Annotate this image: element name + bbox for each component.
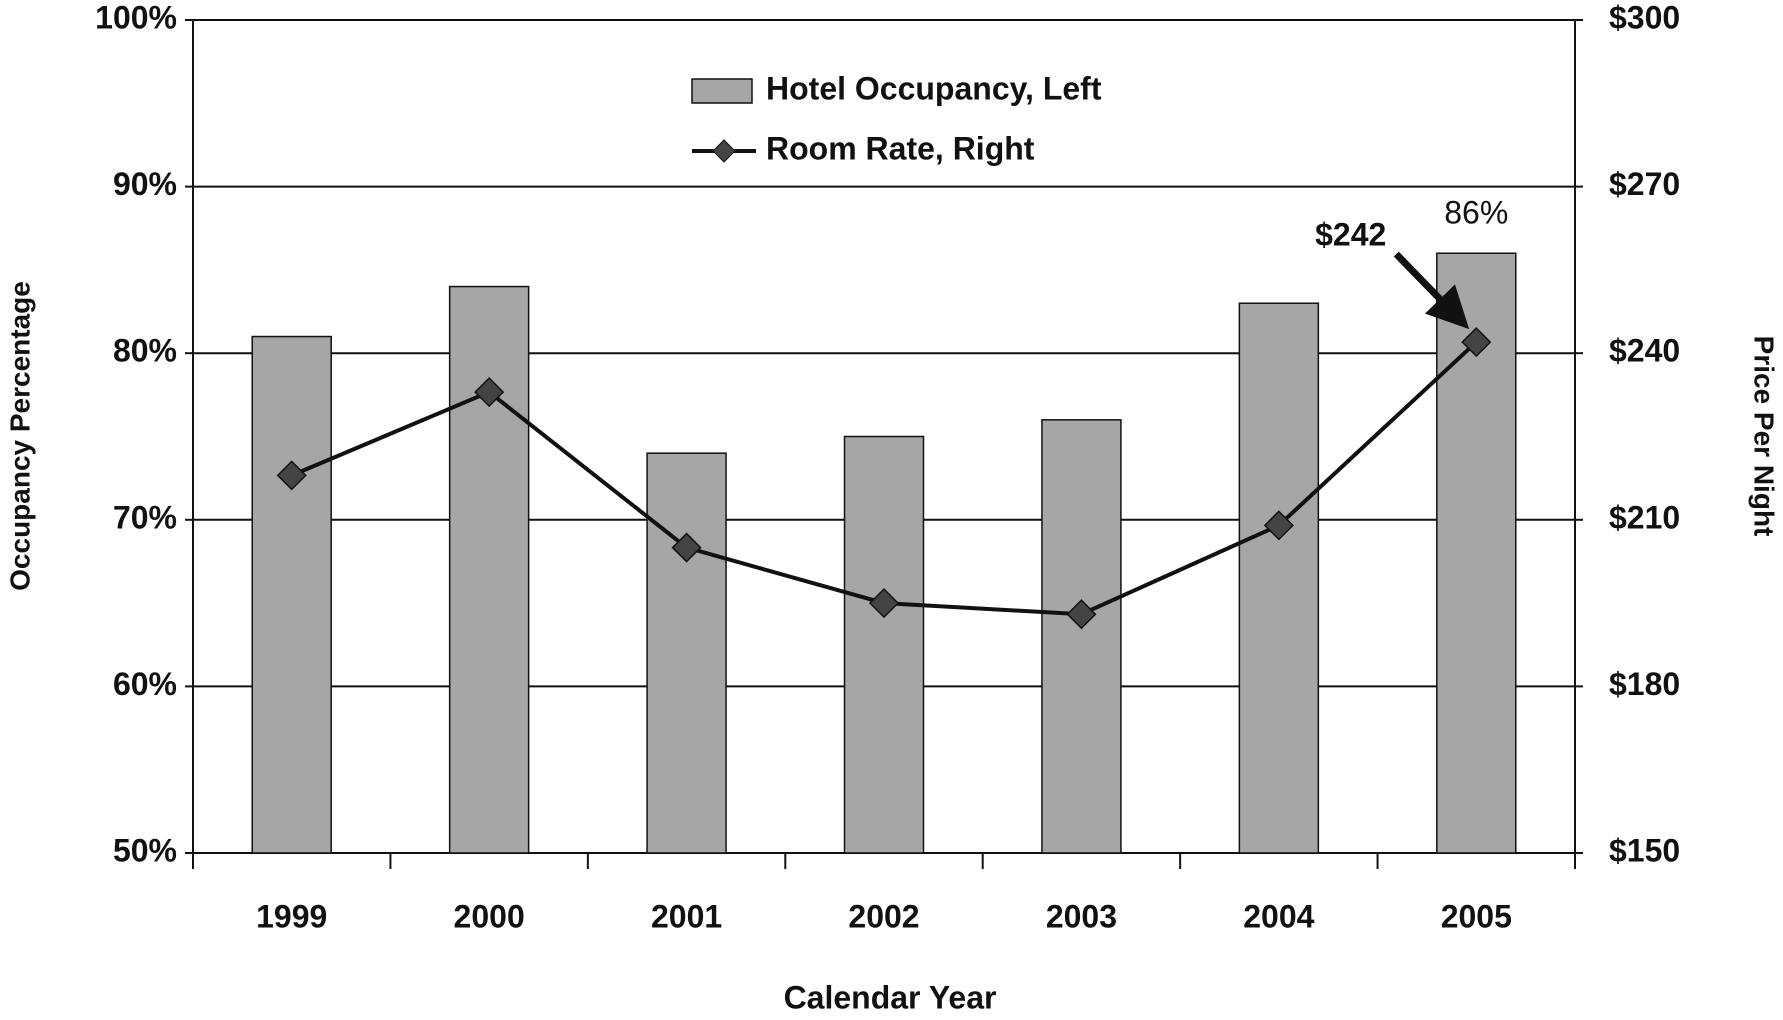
y-tick-label: 70% (113, 499, 177, 535)
x-tick-label: 2005 (1441, 898, 1512, 934)
value-label: 86% (1444, 195, 1508, 231)
legend-label: Room Rate, Right (766, 130, 1035, 166)
y2-tick-label: $300 (1609, 0, 1680, 35)
y2-tick-label: $150 (1609, 832, 1680, 868)
y-tick-label: 90% (113, 166, 177, 202)
marker (671, 532, 702, 563)
marker (474, 377, 505, 408)
x-tick-label: 1999 (256, 898, 327, 934)
x-tick-label: 2003 (1046, 898, 1117, 934)
bar (843, 435, 925, 854)
y2-axis-title: Price Per Night (1749, 336, 1780, 537)
x-tick-label: 2004 (1243, 898, 1314, 934)
annotation-arrow (1393, 251, 1470, 330)
y2-tick-label: $210 (1609, 499, 1680, 535)
legend-marker (712, 139, 736, 163)
bar (251, 335, 332, 854)
value-label: $242 (1315, 217, 1386, 253)
x-tick-label: 2000 (454, 898, 525, 934)
marker (276, 460, 307, 491)
y-tick-label: 100% (95, 0, 177, 35)
marker (1461, 327, 1492, 358)
marker (1263, 510, 1294, 541)
y-axis-title: Occupancy Percentage (4, 281, 35, 591)
legend-swatch (691, 78, 753, 104)
marker (868, 588, 900, 619)
bar (1238, 302, 1320, 854)
y-tick-label: 60% (113, 666, 177, 702)
y2-tick-label: $270 (1609, 166, 1680, 202)
bar (646, 452, 727, 854)
bar (1041, 419, 1122, 854)
x-tick-label: 2001 (651, 898, 722, 934)
y2-tick-label: $180 (1609, 666, 1680, 702)
y2-tick-label: $240 (1609, 333, 1680, 369)
x-axis-title: Calendar Year (784, 979, 997, 1015)
bar (448, 285, 530, 854)
y-tick-label: 80% (113, 333, 177, 369)
legend-label: Hotel Occupancy, Left (766, 70, 1102, 106)
x-tick-label: 2002 (848, 898, 919, 934)
marker (1066, 599, 1097, 630)
y-tick-label: 50% (113, 832, 177, 868)
